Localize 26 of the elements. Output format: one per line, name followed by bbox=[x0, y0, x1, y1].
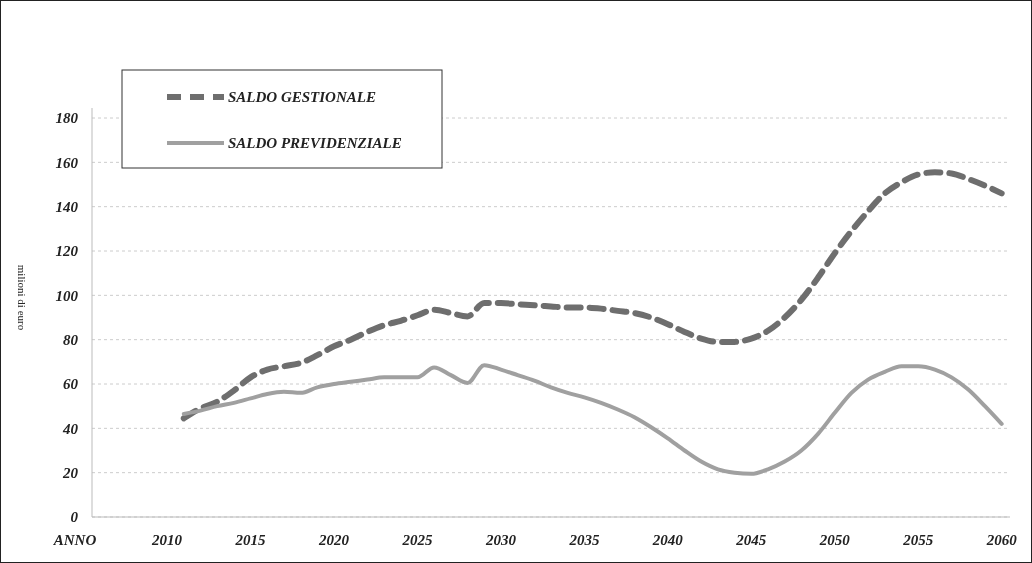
y-tick-label: 120 bbox=[55, 243, 79, 260]
y-tick-label: 40 bbox=[62, 420, 79, 437]
x-tick-label: 2010 bbox=[151, 532, 183, 548]
y-tick-label: 100 bbox=[55, 287, 79, 304]
y-tick-label: 180 bbox=[55, 110, 79, 127]
legend-label: SALDO PREVIDENZIALE bbox=[228, 135, 402, 152]
x-tick-label: 2015 bbox=[234, 532, 267, 548]
y-tick-label: 60 bbox=[63, 376, 79, 393]
x-tick-label: 2060 bbox=[985, 532, 1018, 548]
y-axis-title: milioni di euro bbox=[16, 264, 28, 331]
y-tick-label: 160 bbox=[55, 154, 79, 171]
x-tick-label: 2055 bbox=[902, 532, 934, 548]
x-tick-label: 2045 bbox=[735, 532, 767, 548]
y-tick-label: 0 bbox=[70, 509, 79, 526]
x-tick-label: 2050 bbox=[818, 532, 851, 548]
y-tick-label: 80 bbox=[63, 331, 79, 348]
line-series bbox=[181, 363, 1004, 476]
x-axis-title: ANNO bbox=[52, 532, 97, 548]
x-tick-label: 2035 bbox=[568, 532, 600, 548]
x-tick-label: 2025 bbox=[401, 532, 433, 548]
legend-label: SALDO GESTIONALE bbox=[228, 89, 376, 106]
x-tick-label: 2020 bbox=[318, 532, 350, 548]
x-tick-label: 2030 bbox=[484, 532, 517, 548]
y-tick-label: 140 bbox=[55, 198, 79, 215]
x-tick-label: 2040 bbox=[651, 532, 684, 548]
y-tick-label: 20 bbox=[62, 464, 79, 481]
